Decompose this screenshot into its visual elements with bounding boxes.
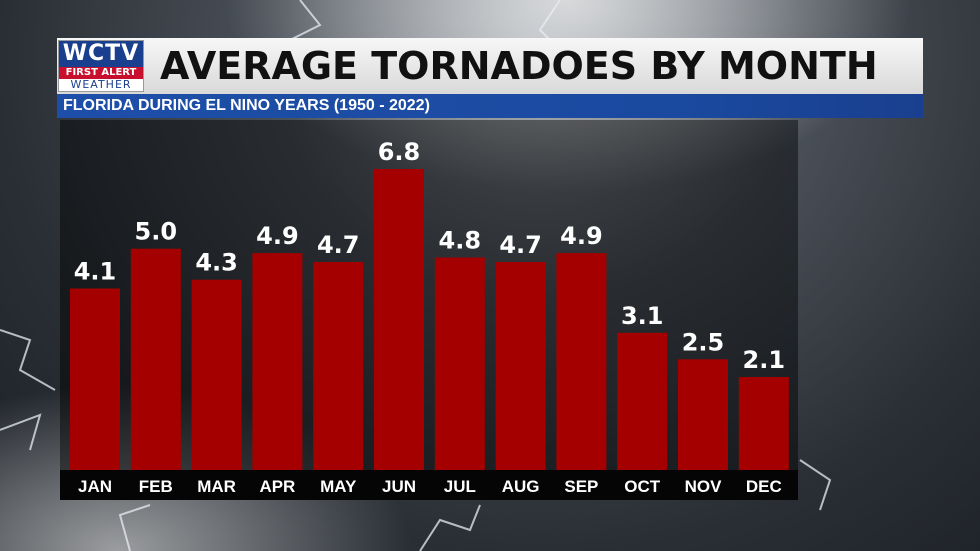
logo-sub2-text: WEATHER — [70, 78, 132, 91]
month-label-sep: SEP — [564, 477, 598, 496]
bar-dec — [738, 377, 789, 470]
bar-nov — [678, 359, 728, 470]
bar-may — [313, 262, 364, 470]
value-label-jan: 4.1 — [74, 258, 117, 286]
logo-main-text: WCTV — [59, 41, 143, 67]
chart-title: AVERAGE TORNADOES BY MONTH — [160, 44, 878, 88]
bar-jul — [434, 257, 485, 470]
value-label-feb: 5.0 — [135, 218, 178, 246]
bar-aug — [495, 262, 546, 470]
subtitle-bar — [57, 94, 923, 118]
station-logo: WCTV FIRST ALERT WEATHER — [58, 40, 144, 92]
month-label-nov: NOV — [685, 477, 723, 496]
value-label-sep: 4.9 — [560, 222, 603, 250]
bar-jan — [70, 288, 120, 470]
value-label-jun: 6.8 — [378, 138, 421, 166]
value-label-jul: 4.8 — [439, 227, 482, 255]
bar-oct — [617, 332, 668, 470]
month-label-jun: JUN — [382, 477, 416, 496]
value-label-nov: 2.5 — [682, 328, 725, 356]
value-label-aug: 4.7 — [499, 231, 542, 259]
month-label-dec: DEC — [746, 477, 782, 496]
title-bar — [57, 38, 923, 94]
bar-jun — [374, 169, 424, 470]
month-label-band — [60, 470, 798, 500]
value-label-oct: 3.1 — [621, 302, 664, 330]
month-label-oct: OCT — [624, 477, 661, 496]
month-label-feb: FEB — [139, 477, 173, 496]
chart-subtitle: FLORIDA DURING EL NINO YEARS (1950 - 202… — [63, 97, 430, 114]
value-label-apr: 4.9 — [256, 222, 299, 250]
logo-sub-text: FIRST ALERT — [59, 67, 143, 79]
bar-mar — [191, 279, 242, 470]
month-label-jan: JAN — [78, 477, 112, 496]
plot-background — [60, 120, 798, 500]
month-label-apr: APR — [259, 477, 295, 496]
month-label-aug: AUG — [502, 477, 540, 496]
bar-sep — [556, 253, 607, 470]
bar-feb — [130, 248, 181, 470]
value-label-may: 4.7 — [317, 231, 360, 259]
month-label-mar: MAR — [197, 477, 236, 496]
bar-apr — [252, 253, 303, 470]
month-label-may: MAY — [320, 477, 357, 496]
value-label-mar: 4.3 — [195, 249, 238, 277]
month-label-jul: JUL — [444, 477, 476, 496]
value-label-dec: 2.1 — [743, 346, 786, 374]
